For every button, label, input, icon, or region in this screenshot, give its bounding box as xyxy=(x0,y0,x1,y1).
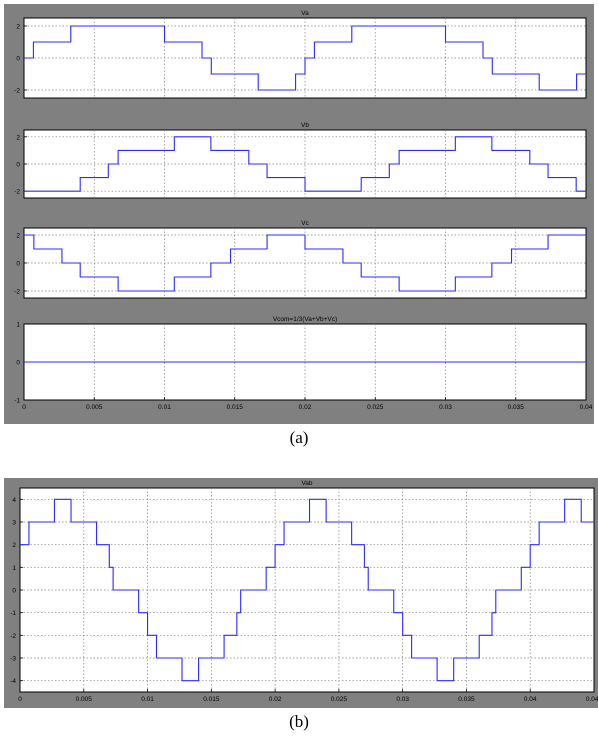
chart-title: Vcom=1/3(Va+Vb+Vc) xyxy=(273,316,337,323)
y-tick-label: 2 xyxy=(16,24,20,31)
y-tick-label: 0 xyxy=(16,162,20,169)
y-tick-label: 1 xyxy=(16,322,20,329)
x-tick-label: 0.04 xyxy=(580,404,593,411)
x-tick-label: 0 xyxy=(22,404,26,411)
x-tick-label: 0.02 xyxy=(299,404,312,411)
y-tick-label: -2 xyxy=(14,289,20,296)
y-tick-label: -1 xyxy=(14,398,20,405)
chart-va: Va 2 0 -2 xyxy=(4,4,594,104)
chart-title: Va xyxy=(301,10,309,17)
x-tick-label: 0.005 xyxy=(86,404,103,411)
chart-title: Vc xyxy=(301,220,309,227)
y-tick-label: -2 xyxy=(14,189,20,196)
y-tick-label: 3 xyxy=(12,520,16,527)
y-tick-label: 2 xyxy=(12,542,16,549)
chart-title: Vab xyxy=(301,480,312,487)
series-line xyxy=(20,498,594,682)
caption-a: (a) xyxy=(289,428,309,447)
x-tick-label: 0.035 xyxy=(508,404,525,411)
y-tick-label: -2 xyxy=(14,88,20,95)
x-tick-label: 0.03 xyxy=(439,404,452,411)
series-line xyxy=(24,136,586,192)
y-tick-label: 4 xyxy=(12,497,16,504)
x-tick-label: 0.01 xyxy=(141,696,154,703)
y-tick-label: -2 xyxy=(10,633,16,640)
y-tick-label: 0 xyxy=(16,360,20,367)
x-tick-label: 0.025 xyxy=(367,404,384,411)
x-tick-label: 0.025 xyxy=(331,696,348,703)
chart-vab: Vab 4 3 2 1 0 -1 -2 -3 -4 0 0.005 0.01 0.015 0.02 0.025… xyxy=(4,478,598,708)
y-tick-label: -3 xyxy=(10,656,16,663)
x-tick-label: 0 xyxy=(18,696,22,703)
series-line xyxy=(24,234,586,292)
y-tick-label: 2 xyxy=(16,134,20,141)
y-tick-label: 0 xyxy=(16,261,20,268)
y-tick-label: 0 xyxy=(16,56,20,63)
caption-b: (b) xyxy=(289,712,309,731)
chart-vcom: Vcom=1/3(Va+Vb+Vc)10-10 0.005 0.01 0.015 0.0… xyxy=(4,304,594,424)
x-tick-label: 0.03 xyxy=(396,696,409,703)
x-tick-label: 0.045 xyxy=(586,696,598,703)
y-tick-label: 1 xyxy=(12,565,16,572)
x-tick-label: 0.01 xyxy=(158,404,171,411)
y-tick-label: -4 xyxy=(10,678,16,685)
series-line xyxy=(24,25,586,91)
y-tick-label: 0 xyxy=(12,588,16,595)
x-tick-label: 0.04 xyxy=(524,696,537,703)
chart-vb: Vb 2 0 -2 xyxy=(4,104,594,204)
chart-title: Vb xyxy=(301,122,309,129)
y-tick-label: -1 xyxy=(10,610,16,617)
chart-vc: Vc 2 0 -2 xyxy=(4,204,594,304)
x-tick-label: 0.02 xyxy=(269,696,282,703)
x-tick-label: 0.035 xyxy=(458,696,475,703)
y-tick-label: 2 xyxy=(16,233,20,240)
x-tick-label: 0.015 xyxy=(227,404,244,411)
x-tick-label: 0.015 xyxy=(203,696,220,703)
x-tick-label: 0.005 xyxy=(76,696,93,703)
